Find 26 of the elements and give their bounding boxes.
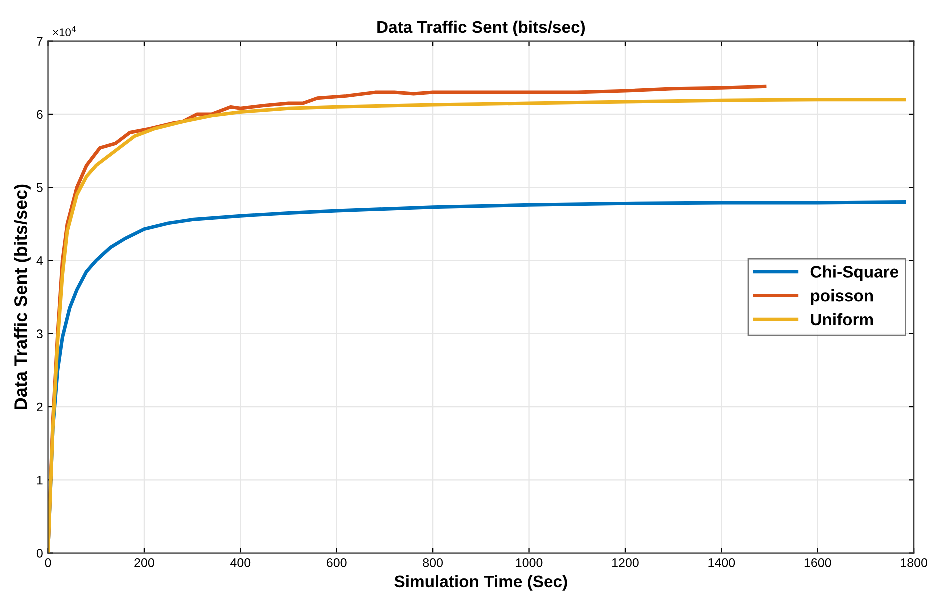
chart-title: Data Traffic Sent (bits/sec)	[378, 20, 586, 36]
x-tick-label: 1600	[804, 558, 832, 568]
x-tick-label: 800	[423, 558, 444, 568]
y-tick-label: 4	[36, 256, 44, 266]
x-tick-label: 0	[45, 558, 52, 568]
y-tick-label: 1	[37, 476, 43, 485]
x-tick-label: 1200	[612, 558, 639, 568]
x-tick-label: 200	[134, 558, 154, 568]
x-tick-label: 400	[230, 558, 251, 568]
x-tick-label: 1000	[516, 558, 543, 568]
y-tick-label: 3	[36, 330, 43, 339]
line-series	[48, 98, 906, 554]
y-tick-label: 2	[37, 402, 43, 412]
y-axis-title: Data Traffic Sent (bits/sec)	[14, 184, 31, 410]
y-tick-label: 7	[37, 37, 43, 46]
text: ×10$^{4}$	[53, 26, 76, 37]
x-tick-label: 1800	[901, 558, 928, 568]
legend-label: poisson	[811, 290, 874, 306]
legend-label: Uniform	[811, 313, 874, 326]
x-tick-label: 1400	[708, 558, 736, 568]
legend-label: Chi-Square	[810, 266, 899, 282]
x-tick-label: 600	[327, 558, 347, 568]
x-axis-title: Simulation Time (Sec)	[394, 575, 568, 591]
y-tick-label: 6	[37, 110, 43, 120]
y-tick-label: 0	[36, 549, 43, 558]
y-tick-label: 5	[36, 184, 43, 192]
